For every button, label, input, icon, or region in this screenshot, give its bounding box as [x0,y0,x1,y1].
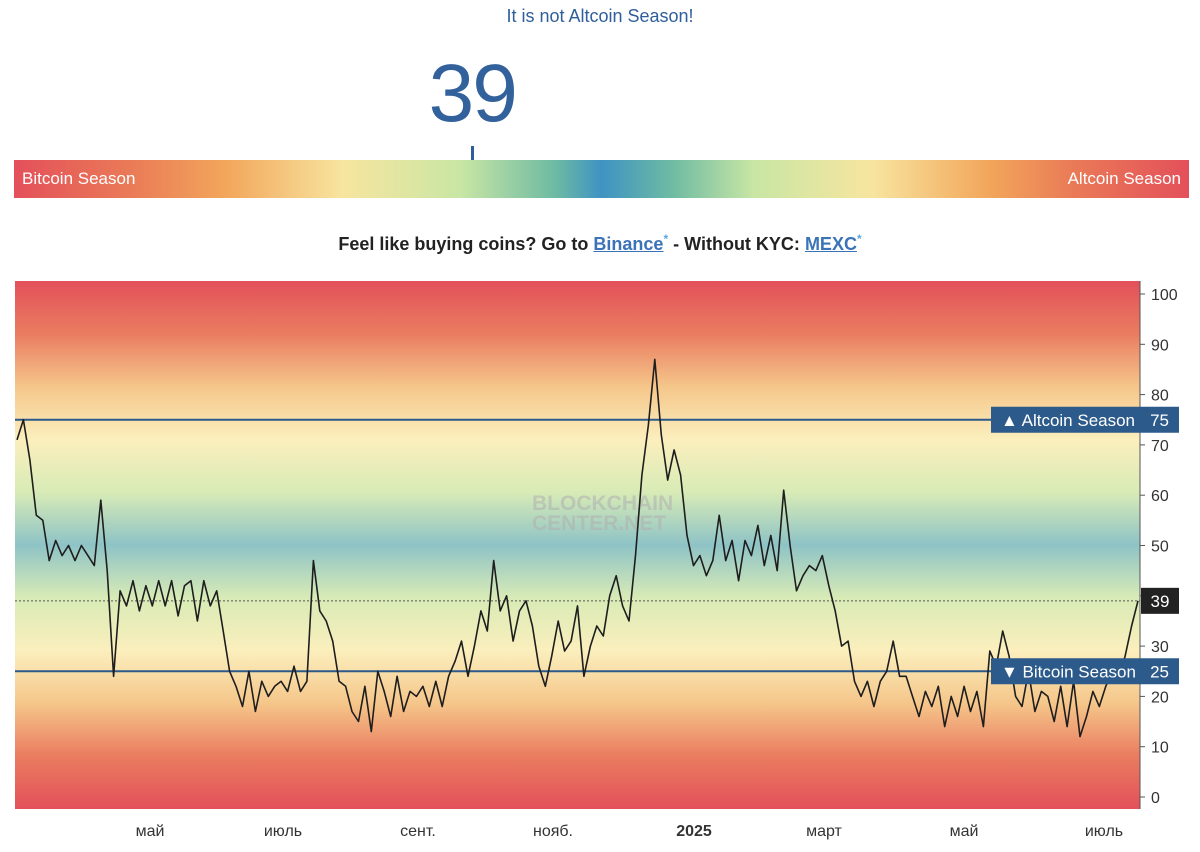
mexc-star: * [856,232,862,246]
x-tick-label: март [806,823,842,840]
gauge-label-altcoin: Altcoin Season [1067,169,1181,188]
x-tick-label: 2025 [676,823,712,840]
watermark-line-1: BLOCKCHAIN [532,492,673,515]
promo-text: Feel like buying coins? Go to Binance* -… [0,232,1200,255]
x-tick-label: июль [264,823,302,840]
y-tick-label: 100 [1151,287,1178,304]
reference-label-box [991,658,1179,685]
x-tick-label: сент. [400,823,436,840]
reference-label-text: ▲ Altcoin Season [1001,411,1135,430]
reference-label-box [991,406,1179,433]
binance-star: * [663,232,669,246]
y-tick-label: 20 [1151,689,1169,706]
status-text: It is not Altcoin Season! [506,6,694,26]
watermark-line-2: CENTER.NET [532,512,666,535]
y-tick-label: 10 [1151,740,1169,757]
x-tick-label: май [950,823,979,840]
y-tick-label: 0 [1151,790,1160,807]
reference-label-text: ▼ Bitcoin Season [1001,662,1136,681]
promo-middle: - Without KYC: [668,234,805,254]
y-tick-label: 60 [1151,488,1169,505]
x-tick-label: нояб. [533,823,573,840]
y-tick-label: 80 [1151,388,1169,405]
reference-label-value: 25 [1150,662,1169,681]
chart-background [15,281,1140,809]
binance-link[interactable]: Binance [593,234,664,254]
current-value-label: 39 [1151,592,1170,611]
y-tick-label: 70 [1151,438,1169,455]
index-value: 39 [428,48,518,139]
x-tick-label: июль [1085,823,1123,840]
x-tick-label: май [136,823,165,840]
chart-x-axis-strip [15,809,1140,843]
promo-prefix: Feel like buying coins? Go to [338,234,594,254]
gauge-label-bitcoin: Bitcoin Season [22,169,136,188]
mexc-link[interactable]: MEXC [804,234,857,254]
reference-label-value: 75 [1150,411,1169,430]
y-tick-label: 30 [1151,639,1169,656]
y-tick-label: 90 [1151,337,1169,354]
current-value-box [1141,587,1179,614]
watermark: BLOCKCHAIN CENTER.NET [532,492,673,535]
series-line [16,358,1139,738]
y-tick-label: 50 [1151,539,1169,556]
season-gauge-bar [14,160,1189,198]
